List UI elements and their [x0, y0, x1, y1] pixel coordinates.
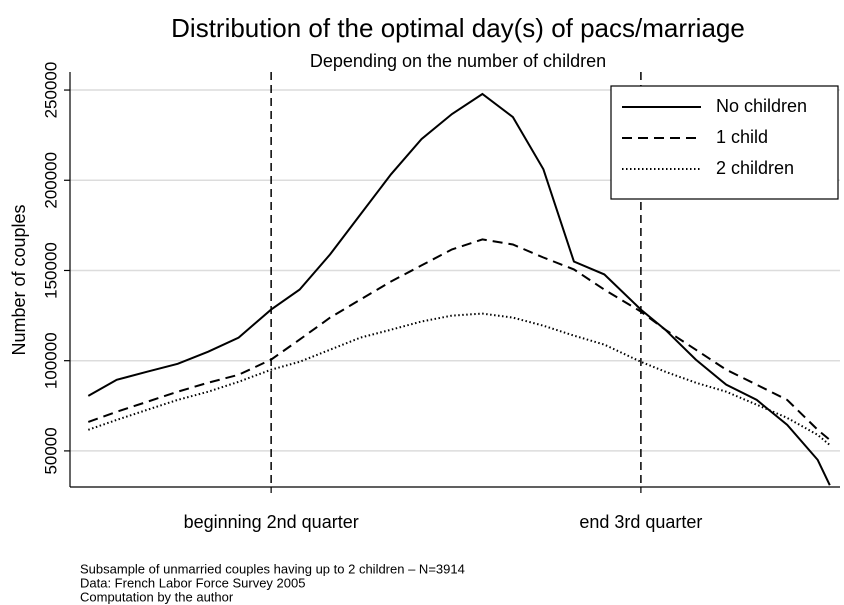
legend-label: 1 child: [716, 127, 768, 147]
y-axis-label: Number of couples: [9, 204, 29, 355]
series-line: [87, 92, 831, 486]
chart-title: Distribution of the optimal day(s) of pa…: [171, 13, 745, 43]
note: Computation by the author: [80, 589, 234, 604]
y-tick-label: 50000: [41, 427, 60, 474]
y-tick-label: 150000: [41, 242, 60, 299]
legend-label: No children: [716, 96, 807, 116]
note: Subsample of unmarried couples having up…: [80, 561, 465, 576]
legend-box: [610, 85, 839, 200]
y-tick-label: 250000: [41, 62, 60, 119]
x-tick-label: beginning 2nd quarter: [184, 512, 359, 532]
y-tick-label: 200000: [41, 152, 60, 209]
series-line: [87, 312, 831, 446]
series-line: [87, 238, 831, 441]
y-tick-label: 100000: [41, 332, 60, 389]
note: Data: French Labor Force Survey 2005: [80, 575, 305, 590]
legend-label: 2 children: [716, 158, 794, 178]
chart-subtitle: Depending on the number of children: [310, 51, 606, 71]
x-tick-label: end 3rd quarter: [579, 512, 702, 532]
